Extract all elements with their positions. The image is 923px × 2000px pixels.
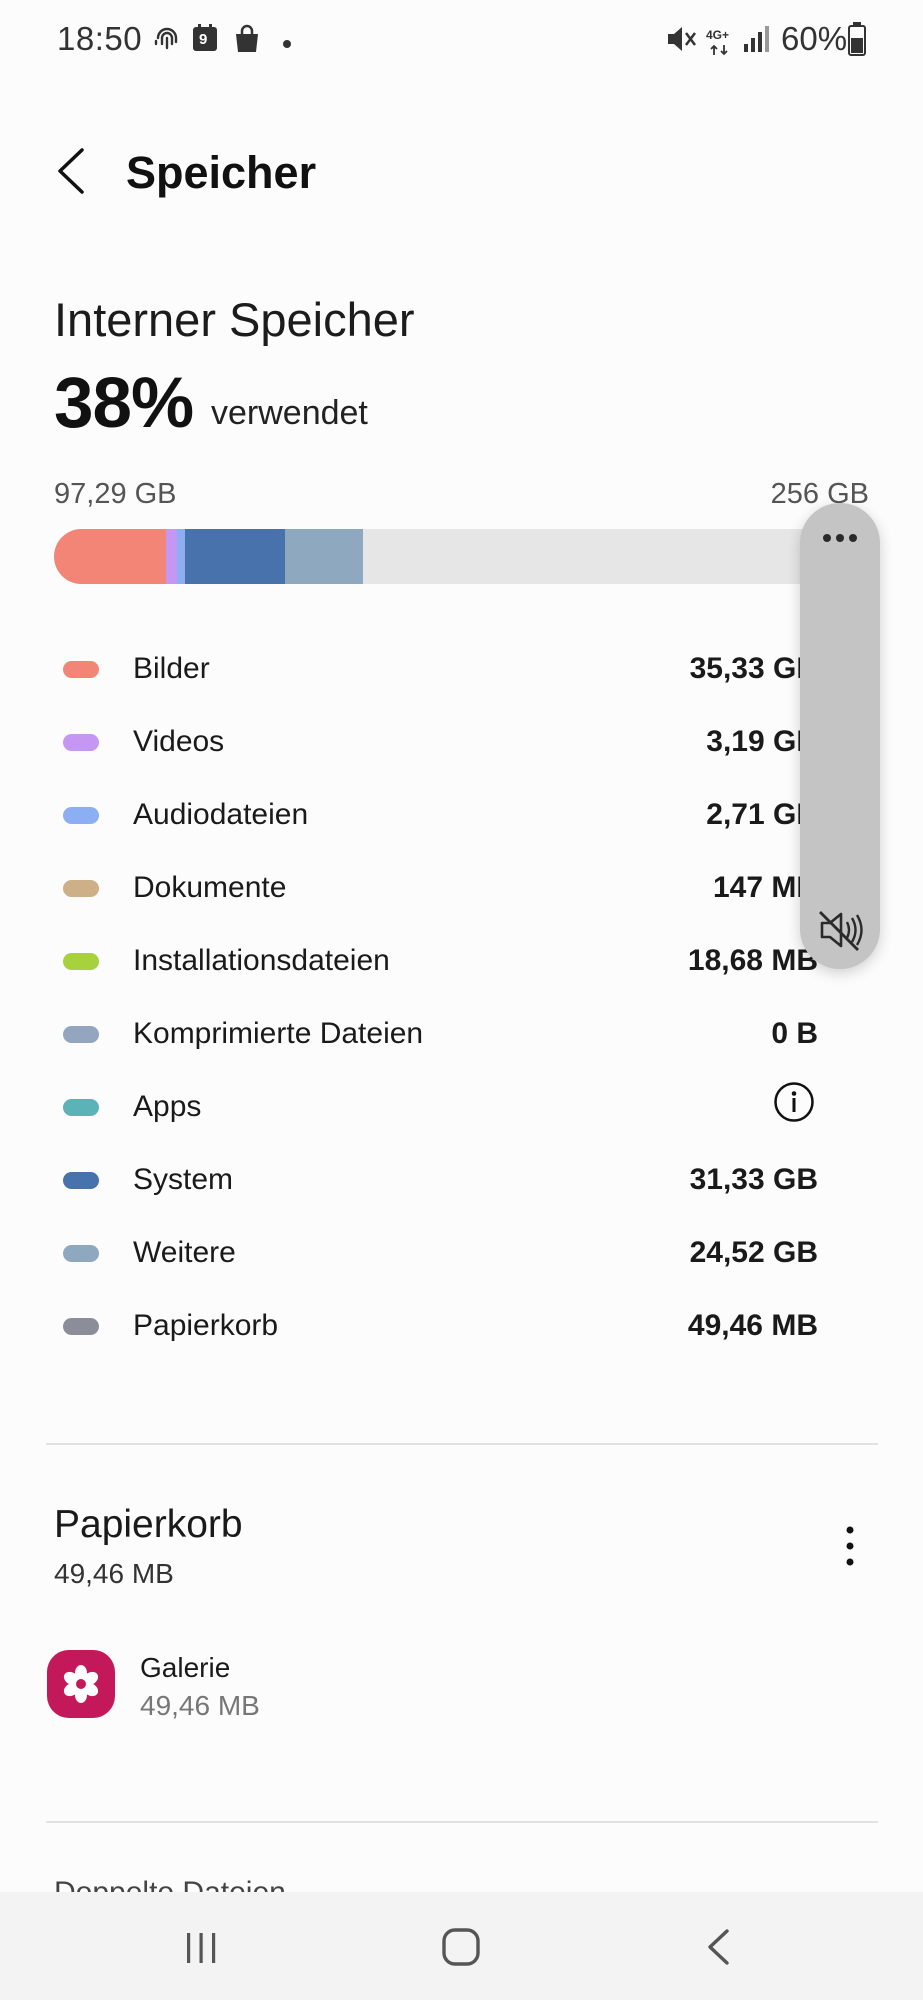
trash-section-size: 49,46 MB xyxy=(54,1558,174,1589)
bar-segment-audiodateien xyxy=(176,529,186,584)
category-label: Installationsdateien xyxy=(133,944,390,977)
category-color-dot xyxy=(63,880,99,897)
category-color-dot xyxy=(63,807,99,824)
category-value: 35,33 GB xyxy=(689,652,818,685)
category-color-dot xyxy=(63,734,99,751)
category-value: 18,68 MB xyxy=(687,944,818,977)
bar-segment-bilder xyxy=(54,529,167,584)
app-name: Galerie xyxy=(140,1652,231,1683)
category-color-dot xyxy=(63,1026,99,1043)
category-label: Apps xyxy=(133,1090,202,1123)
dot-icon xyxy=(282,36,292,54)
used-label: verwendet xyxy=(211,394,368,432)
category-row-videos[interactable]: Videos 3,19 GB xyxy=(0,713,923,773)
back-button[interactable] xyxy=(50,142,98,200)
category-row-weitere[interactable]: Weitere 24,52 GB xyxy=(0,1224,923,1284)
signal-icon xyxy=(742,24,770,59)
bar-segment-videos xyxy=(166,529,177,584)
storage-usage-bar xyxy=(54,529,869,584)
category-row-apps[interactable]: Apps xyxy=(0,1078,923,1138)
app-size: 49,46 MB xyxy=(140,1690,260,1721)
used-percent: 38% xyxy=(54,364,194,443)
category-value: 49,46 MB xyxy=(687,1309,818,1342)
battery-percent: 60% xyxy=(781,20,848,57)
bar-segment-system xyxy=(185,529,286,584)
category-row-komprimierte-dateien[interactable]: Komprimierte Dateien 0 B xyxy=(0,1005,923,1065)
battery-icon xyxy=(848,22,866,61)
category-row-system[interactable]: System 31,33 GB xyxy=(0,1151,923,1211)
category-color-dot xyxy=(63,1172,99,1189)
home-button[interactable] xyxy=(436,1922,486,1972)
home-icon xyxy=(442,1928,480,1966)
category-label: Komprimierte Dateien xyxy=(133,1017,424,1050)
category-row-dokumente[interactable]: Dokumente 147 MB xyxy=(0,859,923,919)
category-row-bilder[interactable]: Bilder 35,33 GB xyxy=(0,640,923,700)
category-label: System xyxy=(133,1163,234,1196)
speaker-mute-icon[interactable] xyxy=(816,906,864,954)
chevron-left-icon xyxy=(58,148,84,194)
more-options-button[interactable] xyxy=(838,1524,862,1568)
category-value: 2,71 GB xyxy=(706,798,818,831)
recents-button[interactable] xyxy=(176,1922,226,1972)
category-color-dot xyxy=(63,953,99,970)
category-color-dot xyxy=(63,1099,99,1116)
category-value: 31,33 GB xyxy=(689,1163,818,1196)
divider xyxy=(46,1443,878,1445)
category-color-dot xyxy=(63,661,99,678)
next-section-title: Doppelte Dateien xyxy=(54,1880,454,1892)
category-label: Papierkorb xyxy=(133,1309,279,1342)
category-label: Videos xyxy=(133,725,225,758)
page-title: Speicher xyxy=(126,147,317,198)
back-nav-button[interactable] xyxy=(694,1922,744,1972)
status-time: 18:50 xyxy=(57,20,143,57)
category-color-dot xyxy=(63,1318,99,1335)
category-row-papierkorb[interactable]: Papierkorb 49,46 MB xyxy=(0,1297,923,1357)
category-label: Audiodateien xyxy=(133,798,309,831)
shopping-bag-icon xyxy=(233,24,261,59)
category-value: 24,52 GB xyxy=(689,1236,818,1269)
category-value: 0 B xyxy=(771,1017,818,1050)
category-value: 3,19 GB xyxy=(706,725,818,758)
category-label: Weitere xyxy=(133,1236,236,1269)
recents-icon xyxy=(187,1933,216,1963)
category-label: Bilder xyxy=(133,652,210,685)
gallery-app-icon xyxy=(47,1650,115,1718)
info-icon[interactable] xyxy=(773,1081,815,1123)
fingerprint-icon xyxy=(152,24,182,59)
more-horizontal-icon[interactable] xyxy=(820,531,860,543)
4g-icon: 4G+ xyxy=(706,26,732,56)
calendar-icon xyxy=(192,24,218,57)
trash-section-title: Papierkorb xyxy=(54,1503,243,1546)
volume-panel[interactable] xyxy=(800,503,880,969)
category-row-installationsdateien[interactable]: Installationsdateien 18,68 MB xyxy=(0,932,923,992)
navigation-bar xyxy=(0,1892,923,2000)
category-label: Dokumente xyxy=(133,871,287,904)
back-icon xyxy=(708,1929,729,1965)
calendar-day: 9 xyxy=(199,31,208,48)
more-vertical-icon xyxy=(846,1526,854,1566)
mute-icon xyxy=(666,24,698,59)
category-color-dot xyxy=(63,1245,99,1262)
divider xyxy=(46,1821,878,1823)
status-bar: 18:50 9 4G+ 60% xyxy=(0,0,923,82)
bar-segment-weitere xyxy=(285,529,364,584)
storage-section-title: Interner Speicher xyxy=(54,293,415,346)
used-size: 97,29 GB xyxy=(54,478,177,510)
flower-icon xyxy=(63,1665,99,1703)
category-row-audiodateien[interactable]: Audiodateien 2,71 GB xyxy=(0,786,923,846)
